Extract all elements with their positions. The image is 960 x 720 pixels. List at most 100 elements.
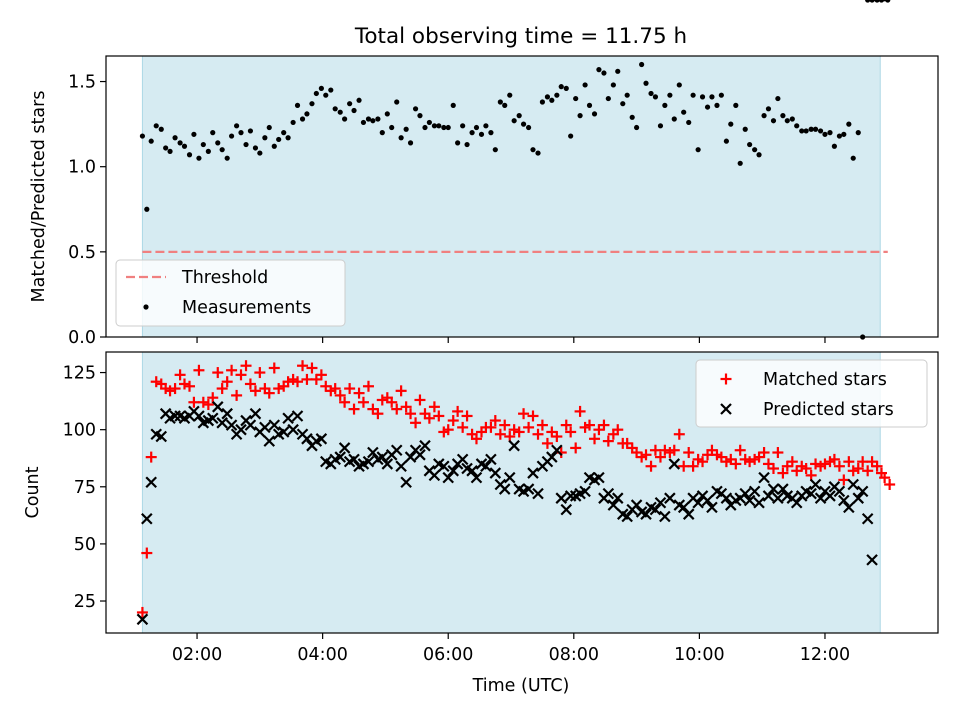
predicted-star-point [362,455,375,468]
measurement-point [488,130,494,136]
measurement-point [412,106,419,112]
measurement-point [281,130,287,136]
measurement-point [530,147,536,153]
predicted-star-point [419,439,431,452]
matched-star-point [843,456,855,468]
predicted-star-point [677,501,690,514]
predicted-star-point [277,426,290,438]
measurement-point [257,150,263,156]
predicted-star-point [216,417,228,429]
measurement-point [351,107,357,114]
predicted-star-point [777,483,789,495]
measurement-point [544,94,551,100]
predicted-star-point [193,410,205,422]
measurement-point [318,85,324,91]
predicted-star-point [833,485,846,498]
x-tick-label: 06:00 [423,645,473,665]
matched-star-point [263,387,275,399]
predicted-star-point [692,497,704,509]
measurement-point [266,124,272,131]
matched-star-point [231,389,243,401]
predicted-star-point [579,485,591,498]
matched-star-point [589,433,601,445]
measurement-point [356,97,362,103]
measurement-point [601,70,607,76]
legend-box [695,359,928,428]
predicted-star-point [532,487,544,500]
measurement-point [539,99,546,105]
matched-star-point [871,460,883,472]
predicted-star-point [748,485,761,498]
predicted-star-point [498,483,511,495]
measurement-point [205,148,211,154]
predicted-star-point [249,407,262,420]
measurement-point [224,155,230,161]
matched-star-point [457,421,469,433]
predicted-star-point [381,458,394,470]
measurement-point [252,145,259,151]
measurement-point [167,148,173,154]
predicted-star-point [211,401,224,413]
predicted-star-point [447,465,460,477]
predicted-star-point [456,453,469,466]
measurement-point [379,130,385,136]
predicted-star-point [169,410,181,422]
matched-star-point [244,378,256,390]
measurement-point [789,116,795,122]
measurement-point [497,99,503,105]
measurement-point [794,123,800,129]
matched-star-point [164,385,176,397]
matched-star-point [555,447,567,459]
measurement-point [690,92,696,98]
count-axes-frame [105,351,939,634]
y-tick-label: 0.5 [68,243,96,263]
predicted-star-point [767,483,780,495]
measurements-legend-label: Measurements [182,298,311,318]
matched-star-point [315,369,327,381]
measurement-point [299,116,306,122]
measurement-point [431,123,438,129]
predicted-star-point [602,487,615,500]
predicted-star-point [555,492,568,504]
predicted-star-point [682,508,695,520]
measurement-point [196,155,202,161]
matched-star-point [362,380,374,392]
measurement-point [163,145,169,151]
matched-star-point [423,412,435,424]
measurement-point [573,95,579,102]
count-legend: Matched stars Predicted stars [695,359,928,428]
predicted-star-point [503,471,516,484]
measurement-point [671,116,677,122]
matched-star-point [884,479,896,491]
measurement-point [520,121,527,127]
x-tick-label: 12:00 [800,645,850,665]
measurement-point [718,92,724,98]
measurement-point [271,143,277,149]
measurement-point [784,118,790,124]
predicted-star-point [560,503,573,516]
matched-star-point [357,396,369,408]
measurement-point [186,152,193,158]
predicted-star-point [367,446,379,459]
predicted-star-point [814,492,827,504]
measurement-point [502,102,508,108]
matched-star-point [574,405,586,417]
matched-star-point [654,451,666,463]
predicted-star-point [743,494,756,507]
measurement-point [586,102,593,108]
measurement-point [332,106,338,112]
matched-star-point [828,453,840,465]
matched-legend-marker [720,373,732,385]
measurement-point [836,133,843,139]
matched-star-point [777,467,789,479]
predicted-star-point [282,412,294,425]
matched-star-point [391,403,403,415]
matched-star-point [344,383,356,395]
predicted-star-point [268,419,281,431]
measurement-point [210,130,216,136]
measurement-point [436,123,442,129]
measurement-point [765,106,772,112]
y-tick-label: 50 [74,535,96,555]
predicted-stars-points [136,0,890,626]
y-tick-label: 1.0 [68,158,96,178]
